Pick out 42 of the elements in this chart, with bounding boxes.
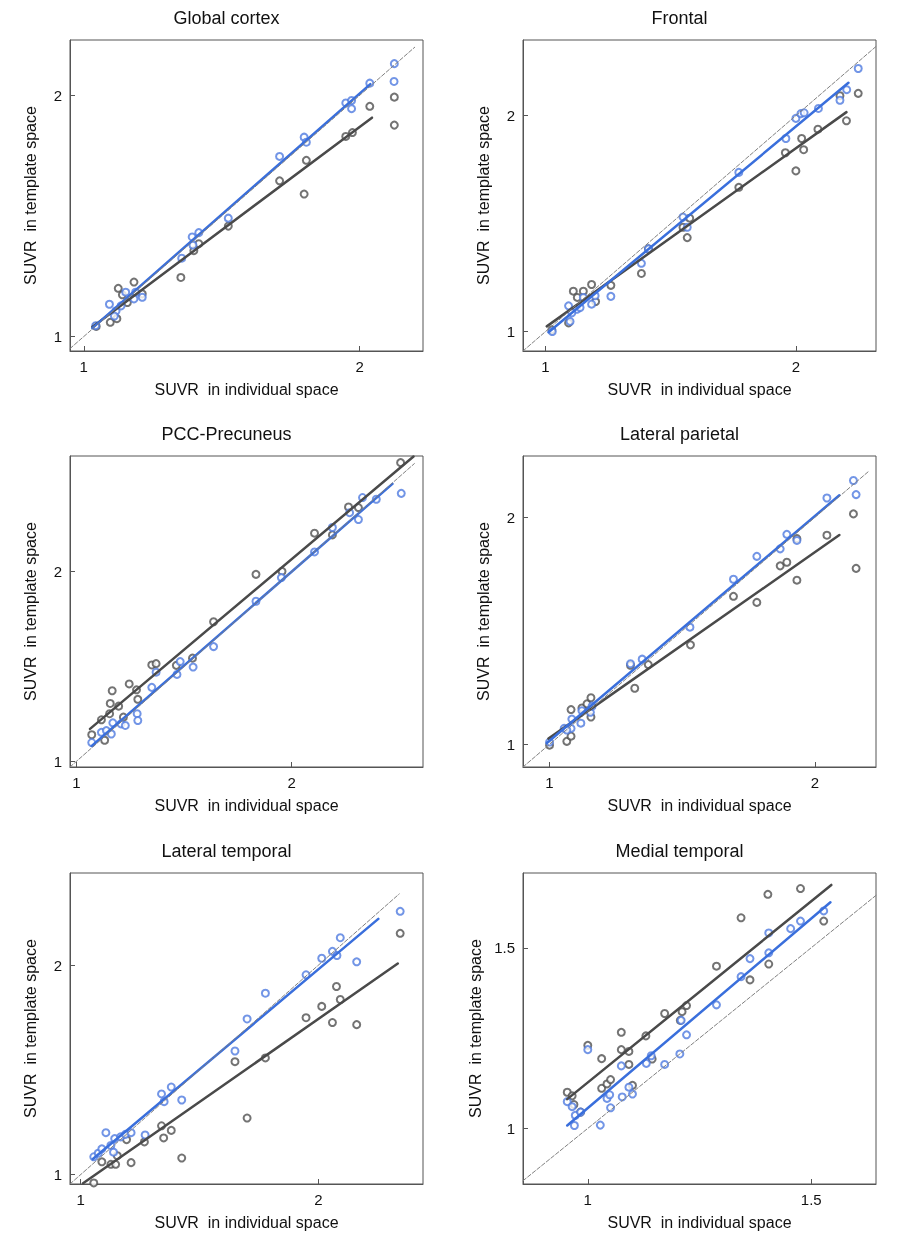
y-tick-label: 1 bbox=[53, 1165, 62, 1183]
x-tick-label: 2 bbox=[355, 358, 364, 375]
x-axis-title: SUVR in individual space bbox=[607, 796, 792, 814]
x-axis-title: SUVR in individual space bbox=[607, 1213, 792, 1231]
y-axis-title: SUVR in template space bbox=[474, 106, 492, 285]
x-axis-title: SUVR in individual space bbox=[154, 380, 339, 398]
x-tick-label: 2 bbox=[314, 1190, 323, 1208]
x-tick-label: 2 bbox=[287, 774, 296, 792]
y-tick-label: 1.5 bbox=[494, 938, 515, 956]
y-tick-label: 1 bbox=[53, 328, 62, 346]
y-tick-label: 2 bbox=[506, 509, 515, 527]
chart-title: Lateral parietal bbox=[619, 424, 740, 445]
x-axis-title: SUVR in individual space bbox=[607, 380, 792, 398]
x-tick-label: 2 bbox=[810, 774, 820, 792]
y-axis-title: SUVR in template space bbox=[474, 522, 492, 702]
y-axis-title: SUVR in template space bbox=[21, 106, 39, 285]
y-tick-label: 2 bbox=[506, 107, 515, 125]
chart-title: Frontal bbox=[651, 8, 708, 28]
y-axis-title: SUVR in template space bbox=[21, 938, 39, 1118]
x-tick-label: 1 bbox=[79, 358, 88, 375]
y-tick-label: 2 bbox=[53, 86, 62, 104]
y-tick-label: 1 bbox=[506, 323, 515, 341]
y-axis-title: SUVR in template space bbox=[21, 522, 39, 702]
x-axis-title: SUVR in individual space bbox=[154, 796, 339, 814]
y-tick-label: 1 bbox=[506, 1119, 515, 1137]
y-tick-label: 1 bbox=[506, 736, 515, 754]
x-tick-label: 1 bbox=[583, 1190, 592, 1208]
y-tick-label: 2 bbox=[53, 563, 62, 581]
y-tick-label: 2 bbox=[53, 956, 62, 974]
y-axis-title: SUVR in template space bbox=[466, 938, 484, 1118]
chart-title: Lateral temporal bbox=[161, 840, 292, 861]
chart-title: PCC-Precuneus bbox=[161, 424, 292, 445]
x-tick-label: 1.5 bbox=[800, 1190, 822, 1208]
x-tick-label: 1 bbox=[541, 358, 550, 375]
x-tick-label: 1 bbox=[76, 1190, 85, 1208]
y-tick-label: 1 bbox=[53, 753, 62, 771]
x-tick-label: 1 bbox=[545, 774, 554, 792]
chart-title: Medial temporal bbox=[615, 840, 744, 861]
x-tick-label: 1 bbox=[72, 774, 81, 792]
x-tick-label: 2 bbox=[791, 358, 801, 375]
chart-title: Global cortex bbox=[173, 8, 280, 28]
x-axis-title: SUVR in individual space bbox=[154, 1213, 339, 1231]
